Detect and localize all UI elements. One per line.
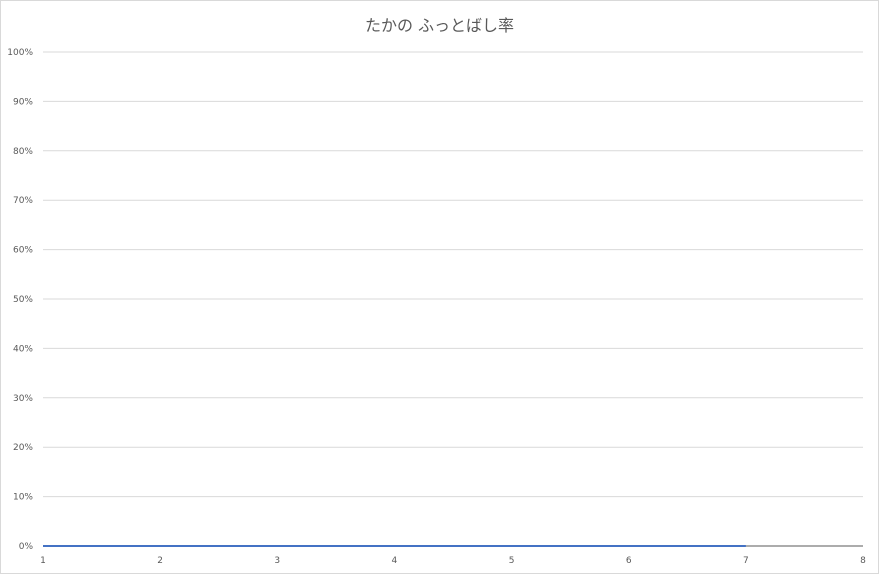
gridlines [43,51,863,498]
x-tick-label: 8 [860,556,866,566]
y-axis-tick-labels: 0% 10% 20% 30% 40% 50% 60% 70% 80% 90% 100% [7,48,33,552]
x-tick-label: 2 [157,556,163,566]
y-tick-label: 80% [13,147,33,157]
x-tick-label: 6 [626,556,632,566]
y-tick-label: 30% [13,394,33,404]
y-tick-label: 70% [13,196,33,206]
y-tick-label: 100% [7,48,33,58]
y-tick-label: 10% [13,493,33,503]
x-tick-label: 5 [509,556,515,566]
x-tick-label: 7 [743,556,749,566]
chart-title: たかの ふっとばし率 [364,16,515,35]
y-tick-label: 20% [13,443,33,453]
y-tick-label: 0% [19,542,34,552]
x-tick-label: 3 [274,556,280,566]
y-tick-label: 90% [13,97,33,107]
y-tick-label: 50% [13,295,33,305]
x-tick-label: 1 [40,556,46,566]
y-tick-label: 60% [13,246,33,256]
x-tick-label: 4 [392,556,398,566]
x-axis-tick-labels: 1 2 3 4 5 6 7 8 [40,556,866,566]
y-tick-label: 40% [13,344,33,354]
